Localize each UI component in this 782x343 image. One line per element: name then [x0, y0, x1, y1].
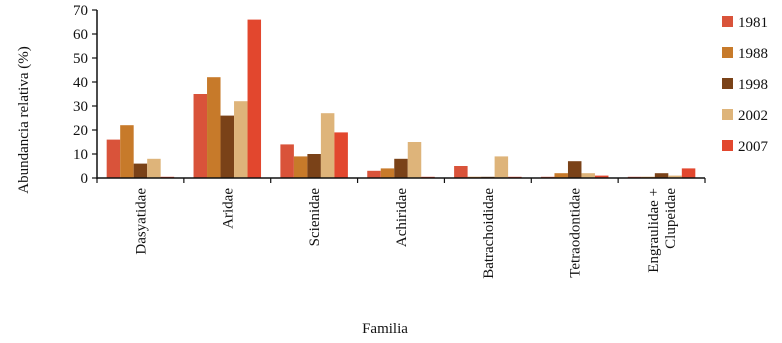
legend-label: 1988	[738, 46, 768, 62]
bar-2007-6	[681, 168, 696, 178]
bar-1988-3	[380, 168, 395, 178]
y-tick-label: 40	[73, 75, 88, 91]
y-tick-label: 70	[73, 3, 88, 19]
bar-1981-3	[367, 170, 381, 178]
legend-swatch-2007	[722, 140, 733, 151]
y-tick-label: 10	[73, 147, 88, 163]
legend: 1981 1988 1998 2002 2007	[722, 15, 769, 155]
bar-2002-0	[147, 158, 161, 178]
bar-2007-5	[594, 175, 609, 178]
bar-2002-4	[494, 156, 509, 178]
bar-2002-3	[407, 142, 422, 178]
legend-label: 2007	[738, 139, 769, 155]
bar-2002-6	[668, 175, 682, 178]
x-tick-label: Dasyatidae	[133, 188, 149, 255]
y-tick-label: 20	[73, 123, 88, 139]
bar-1998-1	[220, 115, 235, 178]
bar-series	[106, 19, 696, 178]
y-tick-label: 60	[73, 27, 88, 43]
bar-1988-5	[554, 173, 568, 178]
x-tick-label: Scienidae	[307, 188, 323, 247]
legend-swatch-1981	[722, 16, 733, 27]
bar-1998-2	[307, 154, 321, 178]
bar-1981-2	[280, 144, 294, 178]
axes	[96, 10, 706, 183]
x-tick-label: Clupeidae	[663, 188, 679, 249]
x-tick-label: Aridae	[220, 188, 236, 229]
bar-1981-4	[454, 166, 468, 178]
x-axis-tick-labels: Dasyatidae Aridae Scienidae Achiridae Batrac…	[133, 188, 679, 279]
bar-1988-0	[120, 125, 134, 178]
y-axis-ticks: 0 10 20 30 40 50 60 70	[73, 3, 97, 187]
y-tick-label: 30	[73, 99, 88, 115]
legend-swatch-2002	[722, 109, 733, 120]
bar-1998-6	[654, 173, 669, 178]
bar-1988-1	[207, 77, 221, 178]
legend-label: 1981	[738, 15, 768, 31]
bar-2002-5	[581, 173, 595, 178]
x-tick-label: Achiridae	[394, 188, 410, 247]
legend-label: 1998	[738, 77, 768, 93]
bar-1998-5	[567, 161, 582, 178]
bar-1981-1	[193, 94, 208, 178]
bar-2007-1	[247, 19, 262, 178]
y-tick-label: 0	[81, 171, 89, 187]
bar-1998-0	[133, 163, 148, 178]
x-tick-label: Engraulidae +	[646, 188, 662, 273]
legend-label: 2002	[738, 108, 768, 124]
bar-1988-2	[293, 156, 308, 178]
x-tick-label: Tetraodontidae	[568, 188, 584, 278]
legend-swatch-1998	[722, 78, 733, 89]
x-axis-title: Familia	[362, 321, 408, 337]
bar-2007-2	[334, 132, 348, 178]
bar-2002-2	[320, 113, 335, 178]
x-tick-label: Batrachoididae	[481, 188, 497, 279]
y-tick-label: 50	[73, 51, 88, 67]
legend-swatch-1988	[722, 47, 733, 58]
bar-2002-1	[234, 101, 248, 178]
y-axis-title: Abundancia relativa (%)	[16, 46, 32, 193]
bar-1998-3	[394, 158, 408, 178]
bar-1981-0	[106, 139, 121, 178]
